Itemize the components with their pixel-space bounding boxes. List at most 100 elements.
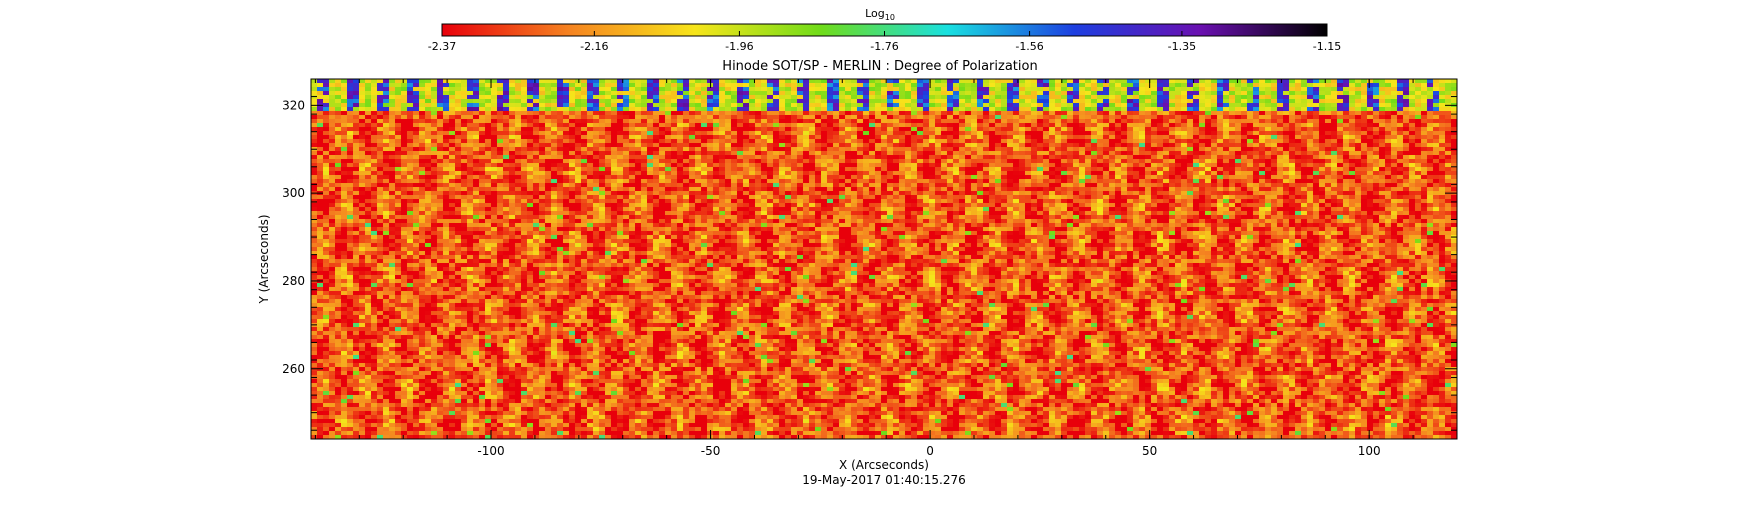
heatmap-cell (1121, 163, 1128, 168)
heatmap-cell (839, 115, 846, 120)
heatmap-cell (515, 123, 522, 128)
heatmap-cell (1169, 115, 1176, 120)
heatmap-cell (1007, 151, 1014, 156)
heatmap-cell (407, 83, 414, 88)
heatmap-cell (623, 127, 630, 132)
heatmap-cell (341, 107, 348, 112)
heatmap-cell (1073, 175, 1080, 180)
heatmap-cell (1193, 179, 1200, 184)
heatmap-cell (1103, 171, 1110, 176)
heatmap-cell (749, 127, 756, 132)
heatmap-cell (593, 91, 600, 96)
heatmap-cell (1355, 151, 1362, 156)
heatmap-cell (971, 151, 978, 156)
heatmap-cell (851, 135, 858, 140)
heatmap-cell (935, 163, 942, 168)
heatmap-cell (1115, 123, 1122, 128)
heatmap-cell (839, 111, 846, 116)
heatmap-cell (1451, 99, 1457, 104)
heatmap-cell (1343, 167, 1350, 172)
heatmap-cell (1019, 127, 1026, 132)
heatmap-cell (605, 135, 612, 140)
heatmap-cell (767, 151, 774, 156)
heatmap-cell (653, 155, 660, 160)
heatmap-cell (1259, 179, 1266, 184)
heatmap-cell (515, 115, 522, 120)
heatmap-cell (1229, 175, 1236, 180)
heatmap-cell (683, 155, 690, 160)
heatmap-cell (1199, 179, 1206, 184)
heatmap-cell (635, 167, 642, 172)
heatmap-cell (1373, 115, 1380, 120)
heatmap-cell (935, 107, 942, 112)
heatmap-cell (1043, 123, 1050, 128)
heatmap-cell (1121, 135, 1128, 140)
heatmap-cell (827, 175, 834, 180)
heatmap-cell (1349, 123, 1356, 128)
heatmap-cell (1187, 79, 1194, 84)
heatmap-cell (749, 159, 756, 164)
heatmap-cell (689, 83, 696, 88)
heatmap-cell (881, 103, 888, 108)
heatmap-cell (1397, 123, 1404, 128)
heatmap-cell (905, 127, 912, 132)
heatmap-cell (935, 123, 942, 128)
heatmap-cell (941, 107, 948, 112)
heatmap-cell (413, 159, 420, 164)
heatmap-cell (497, 95, 504, 100)
heatmap-cell (401, 123, 408, 128)
heatmap-cell (1247, 143, 1254, 148)
heatmap-cell (467, 119, 474, 124)
heatmap-cell (755, 99, 762, 104)
heatmap-cell (725, 135, 732, 140)
heatmap-cell (1223, 167, 1230, 172)
heatmap-cell (947, 163, 954, 168)
heatmap-cell (431, 83, 438, 88)
heatmap-cell (1409, 139, 1416, 144)
heatmap-cell (1373, 131, 1380, 136)
heatmap-cell (707, 111, 714, 116)
heatmap-cell (401, 175, 408, 180)
heatmap-cell (491, 155, 498, 160)
heatmap-cell (1241, 91, 1248, 96)
heatmap-cell (779, 159, 786, 164)
heatmap-cell (449, 111, 456, 116)
heatmap-cell (1151, 99, 1158, 104)
heatmap-cell (491, 87, 498, 92)
heatmap-cell (839, 175, 846, 180)
heatmap-cell (599, 91, 606, 96)
heatmap-cell (989, 91, 996, 96)
heatmap-cell (425, 87, 432, 92)
heatmap-cell (341, 83, 348, 88)
heatmap-cell (1349, 179, 1356, 184)
heatmap-cell (323, 91, 330, 96)
heatmap-cell (683, 163, 690, 168)
heatmap-cell (635, 171, 642, 176)
heatmap-cell (689, 99, 696, 104)
heatmap-cell (809, 139, 816, 144)
heatmap-cell (1391, 147, 1398, 152)
heatmap-cell (545, 99, 552, 104)
heatmap-cell (995, 143, 1002, 148)
heatmap-cell (599, 83, 606, 88)
heatmap-cell (1175, 123, 1182, 128)
heatmap-cell (1367, 151, 1374, 156)
heatmap-cell (569, 111, 576, 116)
heatmap-cell (1385, 95, 1392, 100)
heatmap-cell (809, 147, 816, 152)
heatmap-cell (965, 147, 972, 152)
heatmap-cell (941, 103, 948, 108)
heatmap-cell (821, 79, 828, 84)
heatmap-cell (353, 143, 360, 148)
heatmap-cell (1169, 159, 1176, 164)
heatmap-cell (689, 87, 696, 92)
heatmap-cell (1415, 131, 1422, 136)
heatmap-cell (449, 175, 456, 180)
heatmap-cell (1205, 131, 1212, 136)
heatmap-cell (395, 135, 402, 140)
heatmap-cell (515, 119, 522, 124)
heatmap-cell (767, 167, 774, 172)
heatmap-cell (965, 163, 972, 168)
heatmap-cell (407, 103, 414, 108)
heatmap-cell (1115, 147, 1122, 152)
